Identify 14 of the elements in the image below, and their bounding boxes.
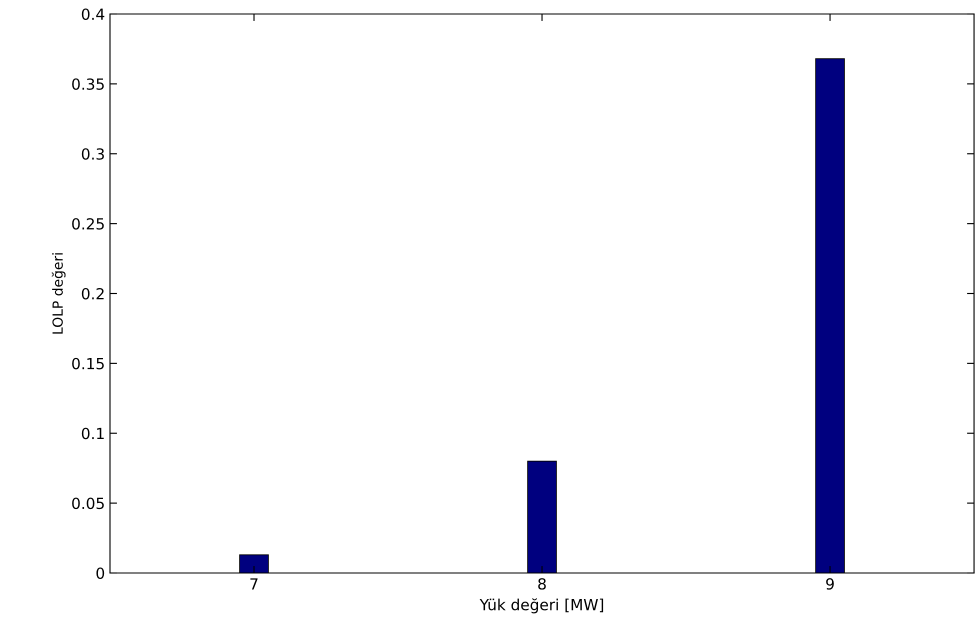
y-axis-title: LOLP değeri — [52, 253, 66, 334]
y-tick-label: 0.1 — [82, 428, 104, 440]
y-tick-label: 0.4 — [82, 8, 104, 20]
y-tick-label: 0.25 — [72, 218, 104, 230]
y-tick-label: 0.2 — [82, 288, 104, 300]
y-tick-label: 0.05 — [72, 498, 104, 510]
y-tick-label: 0.35 — [72, 78, 104, 90]
x-tick-label: 9 — [826, 578, 834, 590]
x-tick-label: 7 — [250, 578, 258, 590]
y-tick-label: 0 — [96, 567, 104, 580]
x-tick-label: 8 — [538, 578, 546, 590]
y-tick-label: 0.15 — [72, 358, 104, 370]
x-axis-title: Yük değeri [MW] — [480, 598, 604, 614]
y-tick-label: 0.3 — [82, 148, 104, 160]
